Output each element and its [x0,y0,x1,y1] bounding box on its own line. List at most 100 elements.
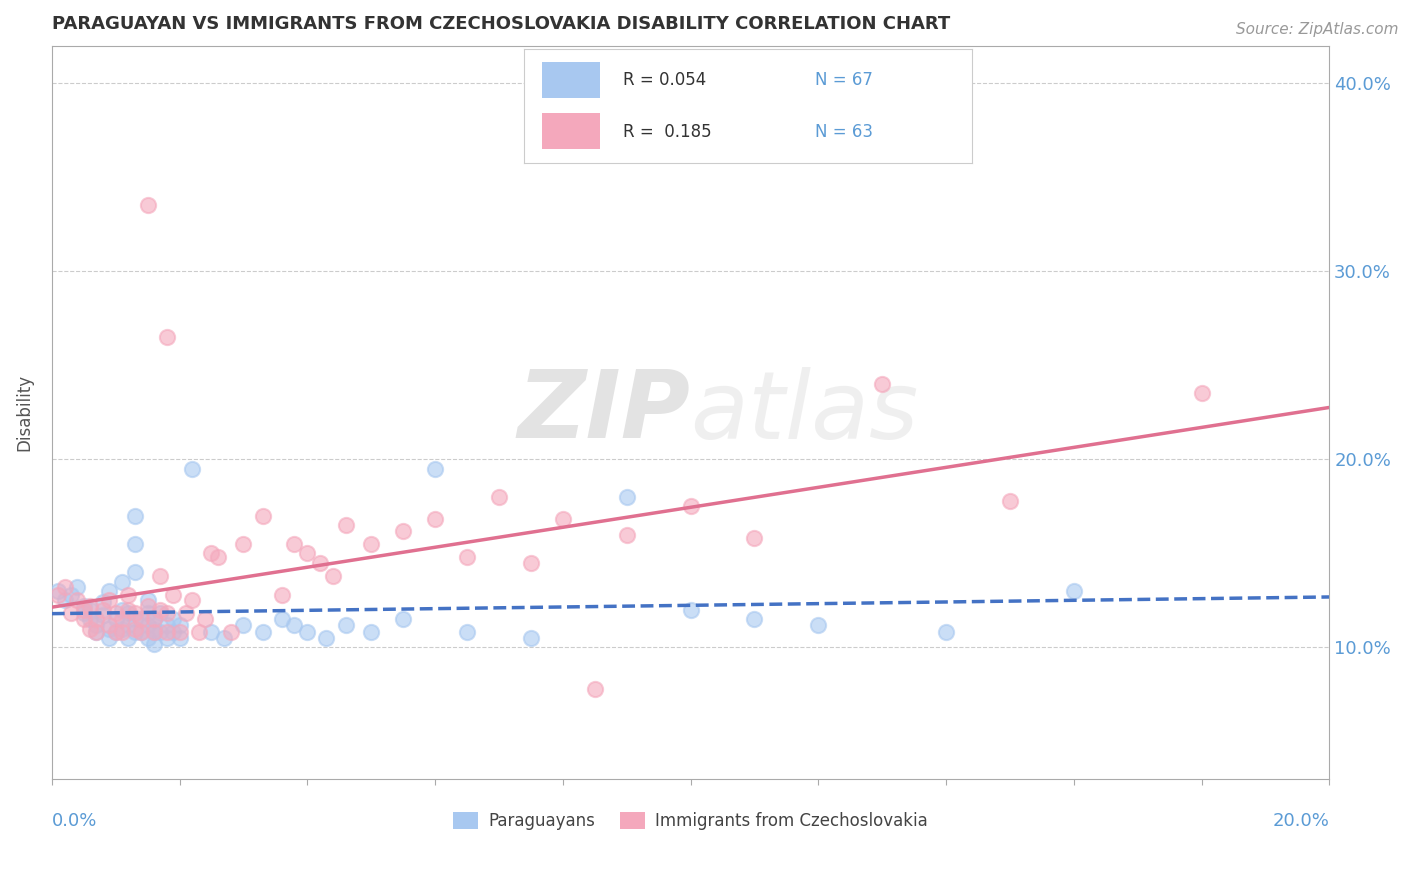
Point [117,603,139,617]
Point [232,617,254,632]
Point [423,512,446,526]
Point [86,625,108,640]
Point [66,580,89,594]
Point [111,603,134,617]
Point [187,625,209,640]
Point [870,377,893,392]
Text: Source: ZipAtlas.com: Source: ZipAtlas.com [1236,22,1399,37]
Point [73,603,96,617]
Point [322,569,344,583]
Point [162,588,184,602]
Point [124,607,146,621]
Point [200,625,222,640]
Point [297,625,319,640]
Point [142,612,165,626]
Point [129,625,152,640]
Point [169,617,191,632]
Point [91,608,114,623]
Point [551,512,574,526]
Point [46,583,69,598]
Point [86,625,108,640]
Point [98,631,121,645]
Point [53,593,76,607]
Point [181,593,204,607]
Point [194,612,217,626]
Point [129,612,152,626]
Point [270,588,292,602]
Point [679,500,702,514]
Point [232,537,254,551]
Point [136,607,159,621]
Point [520,631,543,645]
Point [162,625,184,640]
Point [104,625,127,640]
Point [456,625,478,640]
Point [136,198,159,212]
Legend: Paraguayans, Immigrants from Czechoslovakia: Paraguayans, Immigrants from Czechoslova… [447,805,935,837]
Point [283,617,305,632]
Point [111,574,134,589]
Point [156,607,179,621]
Point [309,556,332,570]
Point [219,625,242,640]
Point [46,588,69,602]
Point [129,612,152,626]
Point [104,607,127,621]
Point [252,625,274,640]
Point [149,607,172,621]
Point [616,527,638,541]
Point [392,524,415,538]
Point [59,607,82,621]
Point [200,546,222,560]
Point [360,537,382,551]
Point [104,625,127,640]
Point [156,330,179,344]
Point [124,565,146,579]
Point [174,607,197,621]
Point [142,612,165,626]
Point [149,569,172,583]
Point [86,612,108,626]
Text: 20.0%: 20.0% [1272,812,1329,830]
Point [104,612,127,626]
Point [111,612,134,626]
Point [73,607,96,621]
Point [73,599,96,613]
Point [111,625,134,640]
Point [315,631,337,645]
Point [136,617,159,632]
Point [142,622,165,636]
Point [136,631,159,645]
Point [149,603,172,617]
Y-axis label: Disability: Disability [15,374,32,450]
Text: ZIP: ZIP [517,367,690,458]
Point [98,622,121,636]
Point [360,625,382,640]
Point [79,612,101,626]
Point [156,631,179,645]
Point [59,588,82,602]
Point [335,617,357,632]
Point [181,461,204,475]
Point [142,625,165,640]
Point [807,617,830,632]
Point [98,593,121,607]
Point [169,631,191,645]
Point [79,603,101,617]
Point [149,625,172,640]
Point [270,612,292,626]
Point [79,599,101,613]
Point [86,617,108,632]
Point [744,612,766,626]
Point [124,625,146,640]
Point [456,550,478,565]
Point [129,625,152,640]
Point [998,493,1021,508]
Point [520,556,543,570]
Point [1063,583,1085,598]
Point [252,508,274,523]
Point [98,583,121,598]
Text: atlas: atlas [690,367,918,458]
Point [142,636,165,650]
Point [283,537,305,551]
